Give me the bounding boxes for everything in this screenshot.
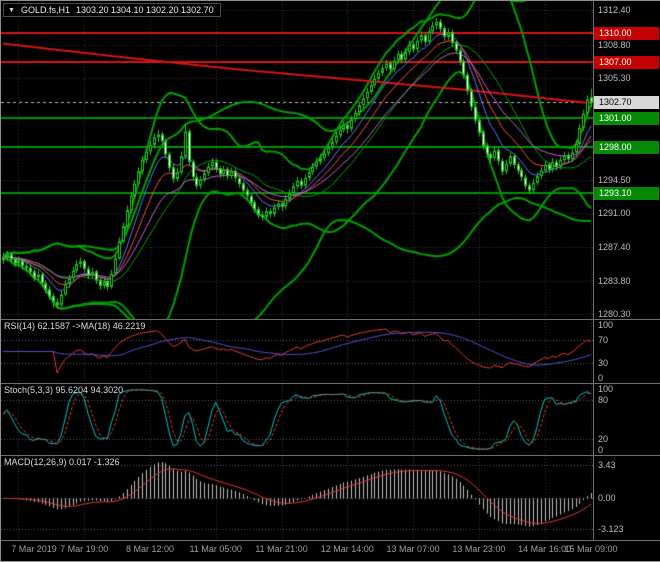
price-axis-label: 1294.50 — [598, 174, 631, 185]
time-axis-label: 13 Mar 07:00 — [386, 544, 440, 554]
ohlc-values-label: 1303.20 1304.10 1302.20 1302.70 — [75, 5, 214, 15]
time-axis-label: 12 Mar 14:00 — [320, 544, 374, 554]
price-axis-label: 1308.80 — [598, 39, 631, 50]
macd-canvas[interactable] — [1, 456, 593, 540]
macd-axis-label: 3.43 — [598, 460, 616, 471]
main-chart-panel: 1312.40 1308.80 1305.30 1294.50 1291.00 1287.… — [1, 1, 660, 320]
macd-axis-label: -3.123 — [598, 523, 624, 534]
current-price-badge: 1302.70 — [594, 96, 659, 110]
stochastic-axis-label: 100 — [598, 384, 614, 394]
price-axis-label: 1287.40 — [598, 242, 631, 253]
price-level-badge[interactable]: 1293.10 — [594, 187, 659, 201]
stochastic-panel: 100 80 20 0 Stoch(5,3,3) 95.6204 94.3020 — [1, 384, 660, 456]
rsi-axis-label: 30 — [598, 358, 609, 369]
rsi-axis[interactable]: 100 70 30 0 — [593, 320, 659, 383]
price-axis-label: 1312.40 — [598, 5, 631, 16]
price-axis[interactable]: 1312.40 1308.80 1305.30 1294.50 1291.00 1287.… — [593, 1, 659, 319]
rsi-title: RSI(14) 62.1587 ->MA(18) 46.2219 — [4, 321, 146, 331]
symbol-timeframe-label: GOLD.fs,H1 — [20, 5, 70, 15]
chart-menu-arrow-icon[interactable]: ▼ — [8, 6, 15, 14]
stochastic-title: Stoch(5,3,3) 95.6204 94.3020 — [4, 385, 124, 395]
price-level-badge[interactable]: 1301.00 — [594, 112, 659, 126]
rsi-axis-label: 0 — [598, 373, 604, 383]
time-axis-label: 11 Mar 05:00 — [189, 544, 242, 554]
chart-title-bar[interactable]: ▼ GOLD.fs,H1 1303.20 1304.10 1302.20 130… — [3, 3, 221, 17]
time-axis-label: 13 Mar 23:00 — [452, 544, 506, 554]
price-level-badge[interactable]: 1310.00 — [594, 27, 659, 41]
price-axis-label: 1283.80 — [598, 276, 631, 287]
price-axis-label: 1280.30 — [598, 309, 631, 319]
rsi-canvas[interactable] — [1, 320, 593, 383]
price-level-badge[interactable]: 1307.00 — [594, 55, 659, 69]
stochastic-axis-label: 0 — [598, 445, 604, 455]
price-axis-label: 1291.00 — [598, 208, 631, 218]
time-axis[interactable]: 7 Mar 2019 7 Mar 19:00 8 Mar 12:00 11 Mar 0… — [1, 541, 660, 559]
rsi-axis-label: 100 — [598, 320, 614, 330]
main-chart-canvas[interactable] — [1, 1, 593, 319]
stochastic-axis-label: 80 — [598, 394, 609, 405]
stochastic-axis[interactable]: 100 80 20 0 — [593, 384, 659, 455]
macd-title: MACD(12,26,9) 0.017 -1.326 — [4, 457, 120, 467]
time-axis-label: 8 Mar 12:00 — [125, 544, 174, 554]
rsi-panel: 100 70 30 0 RSI(14) 62.1587 ->MA(18) 46.221… — [1, 320, 660, 384]
macd-axis-label: 0.00 — [598, 493, 616, 504]
time-axis-label: 7 Mar 19:00 — [60, 544, 109, 554]
rsi-axis-label: 70 — [598, 334, 609, 345]
time-axis-label: 11 Mar 21:00 — [255, 544, 308, 554]
price-level-badge[interactable]: 1298.00 — [594, 140, 659, 154]
macd-axis[interactable]: 3.43 0.00 -3.123 — [593, 456, 659, 540]
time-axis-label: 14 Mar 16:00 — [518, 544, 572, 554]
macd-panel: 3.43 0.00 -3.123 MACD(12,26,9) 0.017 -1.32… — [1, 456, 660, 541]
price-axis-label: 1305.30 — [598, 72, 631, 83]
time-axis-label: 15 Mar 09:00 — [564, 544, 618, 554]
stochastic-axis-label: 20 — [598, 434, 609, 445]
stochastic-canvas[interactable] — [1, 384, 593, 455]
time-axis-label: 7 Mar 2019 — [11, 544, 57, 554]
